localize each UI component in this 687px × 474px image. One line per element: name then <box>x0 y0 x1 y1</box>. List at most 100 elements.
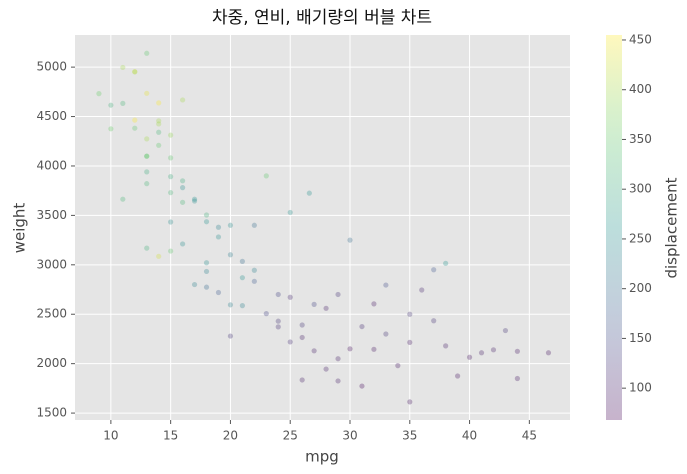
point <box>180 185 186 191</box>
point <box>144 90 150 96</box>
point <box>144 169 150 175</box>
point <box>347 346 353 352</box>
y-tick-label: 2500 <box>36 307 67 321</box>
point <box>359 383 365 389</box>
point <box>191 281 198 288</box>
point <box>287 339 293 345</box>
point <box>203 268 210 275</box>
point <box>335 291 341 298</box>
point <box>466 354 473 360</box>
colorbar-tick-label: 200 <box>629 281 652 295</box>
point <box>443 343 449 349</box>
y-tick-label: 3500 <box>36 208 67 222</box>
x-axis-label: mpg <box>305 448 339 466</box>
point <box>335 356 341 362</box>
point <box>239 258 245 264</box>
point <box>287 209 293 216</box>
point <box>275 324 281 330</box>
point <box>191 198 198 204</box>
point <box>431 267 437 273</box>
point <box>215 234 222 240</box>
y-tick-label: 5000 <box>36 60 67 74</box>
point <box>203 219 210 225</box>
colorbar-label: displacement <box>663 177 681 278</box>
x-tick-label: 15 <box>163 429 178 443</box>
point <box>455 373 461 379</box>
point <box>239 303 245 309</box>
point <box>132 125 138 131</box>
point <box>395 363 401 369</box>
point <box>144 153 150 159</box>
point <box>144 245 150 251</box>
point <box>227 333 234 339</box>
y-tick-label: 4500 <box>36 109 67 123</box>
point <box>478 350 485 356</box>
x-tick-label: 45 <box>522 429 537 443</box>
colorbar-tick-label: 450 <box>629 32 652 46</box>
point <box>108 102 114 108</box>
point <box>287 294 293 300</box>
colorbar-tick-label: 400 <box>629 82 652 96</box>
point <box>227 252 234 258</box>
point <box>490 347 497 353</box>
point <box>168 248 174 254</box>
point <box>180 97 186 103</box>
point <box>371 346 377 352</box>
point <box>383 282 389 288</box>
point <box>407 339 413 346</box>
point <box>227 222 234 228</box>
point <box>323 366 329 372</box>
colorbar-tick-label: 100 <box>629 381 652 395</box>
point <box>514 375 520 382</box>
x-tick-label: 25 <box>283 429 298 443</box>
point <box>156 142 162 148</box>
point <box>144 181 150 187</box>
point <box>191 196 198 202</box>
point <box>239 275 245 281</box>
point <box>96 91 102 97</box>
point <box>180 199 186 205</box>
point <box>168 132 174 138</box>
colorbar <box>606 35 622 420</box>
point <box>311 301 317 307</box>
point <box>431 318 437 324</box>
colorbar-tick-label: 300 <box>629 182 652 196</box>
point <box>144 153 150 159</box>
chart-title: 차중, 연비, 배기량의 버블 차트 <box>212 8 432 28</box>
point <box>120 196 126 202</box>
x-tick-label: 30 <box>342 429 357 443</box>
point <box>359 323 365 330</box>
point <box>419 287 425 293</box>
point <box>168 190 174 196</box>
point <box>275 318 281 324</box>
point <box>347 237 353 243</box>
point <box>168 219 174 225</box>
point <box>251 267 257 273</box>
point <box>168 174 174 180</box>
point <box>132 69 138 75</box>
point <box>335 378 341 384</box>
point <box>156 118 162 124</box>
point <box>180 241 186 247</box>
y-axis-label: weight <box>11 203 29 254</box>
point <box>502 327 509 334</box>
point <box>156 121 162 127</box>
point <box>251 222 257 228</box>
point <box>407 311 413 317</box>
plot-area <box>75 35 570 420</box>
y-tick-label: 4000 <box>36 158 67 172</box>
point <box>156 253 162 259</box>
point <box>180 178 186 184</box>
point <box>263 173 269 179</box>
point <box>203 212 210 218</box>
point <box>251 278 257 284</box>
x-tick-label: 35 <box>402 429 417 443</box>
point <box>203 284 210 290</box>
point <box>108 126 114 132</box>
point <box>299 334 305 341</box>
colorbar-tick-label: 350 <box>629 132 652 146</box>
point <box>215 224 222 230</box>
point <box>132 117 138 123</box>
x-tick-label: 10 <box>103 429 118 443</box>
